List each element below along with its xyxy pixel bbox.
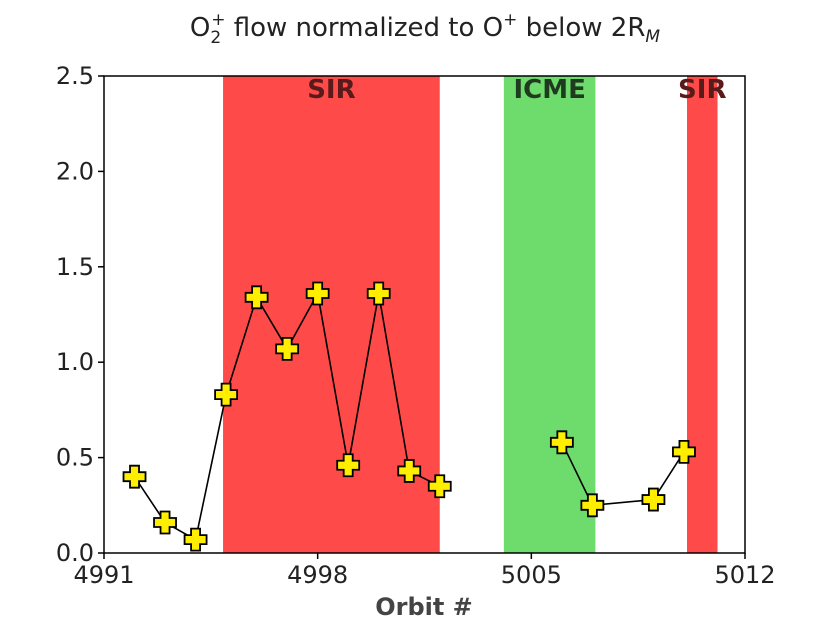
title-m-sub: M	[645, 27, 660, 47]
data-point-2-3	[641, 487, 666, 512]
x-tick-label-3: 5005	[501, 561, 562, 589]
region-label-2: ICME	[513, 75, 585, 105]
data-point-1-7	[305, 281, 330, 306]
data-point-1-6	[275, 336, 300, 361]
axes-layer: 4991 4998 5005 5012 0.0 0.5 1.0 1.5 2.0 2.5	[56, 62, 776, 589]
y-tick-label-5: 2.0	[56, 157, 94, 185]
y-tick-label-2: 0.5	[56, 444, 94, 472]
x-tick-label-1: 4991	[73, 561, 134, 589]
title-suffix: below 2R	[517, 13, 645, 43]
x-tick-label-2: 4998	[287, 561, 348, 589]
chart-title: O2+ flow normalized to O+ below 2RM	[190, 10, 661, 48]
data-point-1-10	[397, 459, 422, 483]
region-band-3	[687, 76, 718, 553]
region-label-1: SIR	[307, 75, 355, 105]
x-tick-label-4: 5012	[714, 561, 775, 589]
series-line-2	[561, 441, 685, 507]
title-middle: flow normalized to O	[225, 13, 503, 43]
title-o2-sup: +	[211, 10, 225, 30]
markers-layer	[122, 281, 696, 552]
data-point-1-5	[244, 285, 269, 310]
region-label-3: SIR	[678, 75, 726, 105]
region-band-2	[503, 76, 596, 553]
x-axis-title: Orbit #	[375, 593, 473, 621]
data-point-1-8	[336, 453, 361, 478]
data-point-1-4	[214, 382, 238, 407]
title-o-sup: +	[503, 10, 517, 30]
regions-layer: SIR ICME SIR	[223, 75, 726, 553]
data-point-1-11	[427, 474, 452, 499]
plot-frame	[103, 75, 746, 554]
y-tick-label-6: 2.5	[56, 62, 94, 90]
data-point-1-3	[183, 527, 208, 552]
data-point-1-2	[153, 510, 177, 535]
data-point-2-2	[580, 493, 605, 518]
data-point-2-4	[672, 439, 696, 464]
data-point-2-1	[549, 430, 574, 455]
title-o2-sub: 2	[210, 28, 221, 48]
y-tick-label-1: 0.0	[56, 539, 94, 567]
y-tick-label-4: 1.5	[56, 253, 94, 281]
y-tick-label-3: 1.0	[56, 348, 94, 376]
data-point-1-9	[366, 281, 391, 306]
data-point-1-1	[122, 464, 147, 489]
title-o2: O	[190, 13, 210, 43]
